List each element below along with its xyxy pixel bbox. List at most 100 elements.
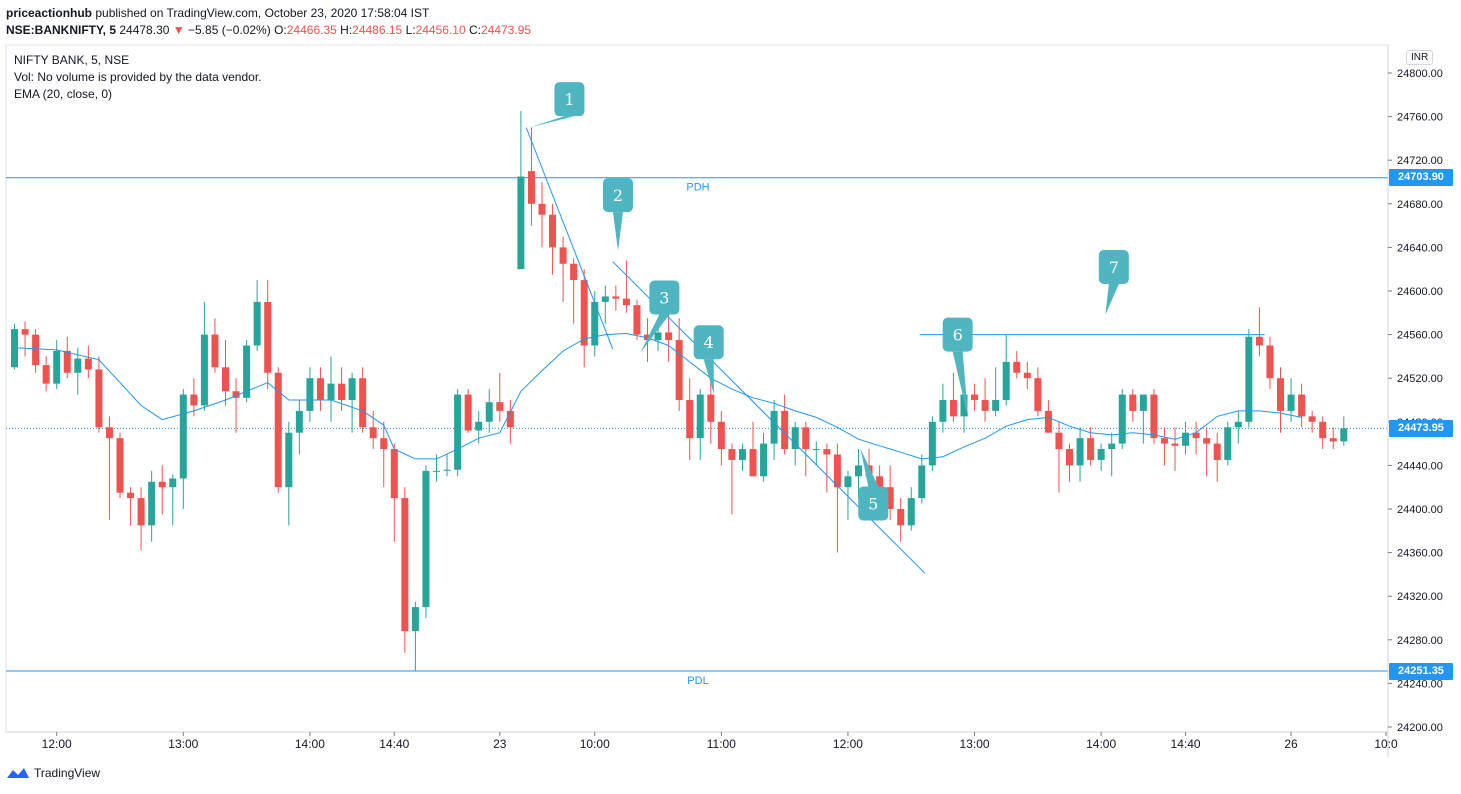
candle-body xyxy=(1002,361,1010,400)
candle xyxy=(200,301,208,411)
legend-title[interactable]: NIFTY BANK, 5, NSE xyxy=(14,53,130,67)
candle xyxy=(443,454,451,477)
candle-body xyxy=(1234,421,1242,428)
candle-body xyxy=(1066,449,1073,466)
candle-body xyxy=(200,334,208,406)
time-tick-label: 13:00 xyxy=(168,737,198,751)
candle-body xyxy=(295,410,303,433)
candle xyxy=(190,378,198,417)
candle-body xyxy=(855,465,862,477)
annotations: 1 2 3 4 5 6 7 xyxy=(529,82,1129,521)
low-value: 24456.10 xyxy=(415,23,466,37)
grid xyxy=(5,44,1389,733)
callout-3: 3 xyxy=(640,280,680,354)
candle-body xyxy=(1044,410,1052,433)
candle-body xyxy=(264,301,272,373)
candle-body xyxy=(1319,421,1327,439)
candle xyxy=(380,421,388,488)
candle-body xyxy=(823,449,831,455)
price-tick-label: 24400.00 xyxy=(1397,504,1443,516)
candle xyxy=(1298,383,1306,428)
candle xyxy=(949,372,957,422)
candle-body xyxy=(981,400,989,411)
candle-body xyxy=(454,394,462,470)
candle xyxy=(897,498,905,542)
callout-pointer xyxy=(529,116,575,128)
publisher-line: priceactionhub published on TradingView.… xyxy=(6,5,531,22)
candle xyxy=(549,203,557,275)
candle xyxy=(749,421,757,477)
candle xyxy=(211,318,219,373)
pdh-price-label: 24703.90 xyxy=(1389,169,1453,187)
candle-body xyxy=(1203,438,1211,444)
candle-body xyxy=(696,394,704,439)
candle-body xyxy=(443,469,451,471)
candle-body xyxy=(538,203,546,215)
price-tick-label: 24680.00 xyxy=(1397,199,1443,211)
price-tick-label: 24440.00 xyxy=(1397,460,1443,472)
candle-body xyxy=(527,171,535,204)
candle-body xyxy=(1139,394,1147,411)
price-tick-label: 24800.00 xyxy=(1397,68,1443,80)
candle-body xyxy=(1224,427,1232,460)
price-axis: 24800.00 24760.00 24720.00 24680.00 24640.00… xyxy=(1387,45,1443,757)
callout-pointer xyxy=(952,351,969,419)
candle xyxy=(359,367,367,433)
currency-button[interactable]: INR xyxy=(1406,50,1434,65)
candle xyxy=(285,421,293,526)
candle-body xyxy=(612,296,620,299)
candle-body xyxy=(992,400,1000,411)
candle xyxy=(506,400,514,444)
candle-body xyxy=(422,470,430,608)
time-tick-label: 13:00 xyxy=(960,737,990,751)
time-tick-label: 14:40 xyxy=(1171,737,1201,751)
price-tick-label: 24240.00 xyxy=(1397,678,1443,690)
candle-body xyxy=(833,454,841,488)
time-tick-label: 14:00 xyxy=(1086,737,1116,751)
close-value: 24473.95 xyxy=(480,23,532,37)
candle-body xyxy=(707,394,715,422)
change-value: −5.85 (−0.02%) xyxy=(188,23,271,37)
legend-volume[interactable]: Vol: No volume is provided by the data v… xyxy=(14,70,262,84)
candle-body xyxy=(211,334,219,368)
time-tick-label: 12:00 xyxy=(833,737,863,751)
candle xyxy=(1076,427,1084,482)
candle-body xyxy=(1266,345,1274,379)
candle-body xyxy=(791,427,799,450)
candle-body xyxy=(749,449,757,477)
candle xyxy=(591,291,599,357)
candle-body xyxy=(1245,336,1253,422)
candle xyxy=(802,421,810,477)
candle-body xyxy=(179,394,187,479)
callout-pointer xyxy=(1105,284,1119,315)
candle xyxy=(1171,427,1179,471)
candle-body xyxy=(770,410,778,444)
candle xyxy=(105,416,113,520)
candle xyxy=(84,345,92,379)
candle-body xyxy=(401,498,409,632)
candle xyxy=(232,378,240,433)
candle xyxy=(928,416,936,471)
callout-pointer xyxy=(612,212,623,251)
candle xyxy=(665,307,673,362)
legend-ema[interactable]: EMA (20, close, 0) xyxy=(14,87,113,101)
candle-body xyxy=(1171,443,1179,446)
candle xyxy=(1044,400,1052,433)
callout-label: 2 xyxy=(613,186,623,205)
candle xyxy=(1108,432,1116,477)
candle xyxy=(1013,350,1021,379)
candle-body xyxy=(222,367,229,392)
publisher-name[interactable]: priceactionhub xyxy=(6,6,93,20)
candle-body xyxy=(1013,361,1021,373)
candle xyxy=(760,432,768,482)
candle xyxy=(422,465,430,618)
candle-body xyxy=(1255,336,1263,346)
candle xyxy=(1002,334,1010,406)
candle-body xyxy=(665,332,673,341)
candle xyxy=(1087,427,1095,466)
candle xyxy=(717,410,725,466)
callout-box xyxy=(554,82,585,117)
tradingview-logo[interactable]: TradingView xyxy=(6,766,100,780)
candle-body xyxy=(633,305,641,335)
